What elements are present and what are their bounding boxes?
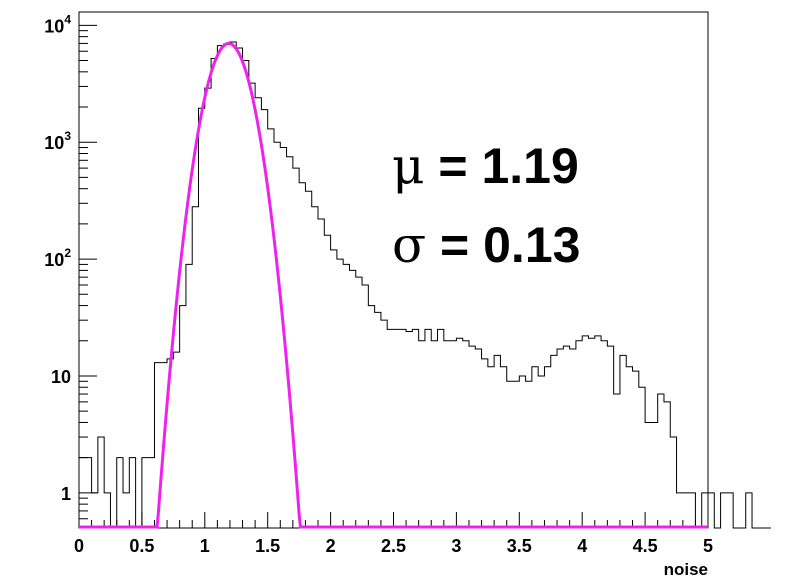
x-tick-label: 1.5: [255, 536, 280, 556]
y-tick-label: 1: [61, 484, 71, 504]
x-tick-label: 4: [577, 536, 587, 556]
y-tick-label: 10: [51, 367, 71, 387]
y-tick-exponent: 4: [64, 12, 71, 26]
y-tick-base: 10: [44, 250, 64, 270]
histogram-series: [78, 41, 771, 529]
plot-frame: [78, 11, 709, 529]
y-tick-exponent: 2: [64, 246, 71, 260]
y-tick-base: 10: [44, 133, 64, 153]
sigma-symbol: σ: [392, 216, 426, 274]
y-tick-label: 102: [44, 246, 71, 270]
x-tick-label: 0.5: [129, 536, 154, 556]
x-tick-label: 3.5: [507, 536, 532, 556]
y-tick-label: 104: [44, 12, 71, 36]
x-tick-label: 1: [200, 536, 210, 556]
x-tick-label: 5: [703, 536, 713, 556]
x-axis: 0 0.5 1 1.5 2 2.5 3 3.5 4 4.5 5: [74, 512, 713, 556]
annotation-mean: μ = 1.19: [392, 137, 579, 195]
mean-value: = 1.19: [425, 138, 579, 194]
annotation-sigma: σ = 0.13: [392, 216, 580, 274]
y-tick-base: 1: [61, 484, 71, 504]
x-axis-title: noise: [664, 560, 708, 579]
x-tick-label: 0: [74, 536, 84, 556]
y-tick-base: 10: [51, 367, 71, 387]
x-tick-label: 3: [451, 536, 461, 556]
gaussian-fit-curve: [79, 41, 708, 529]
mu-symbol: μ: [392, 137, 425, 195]
x-tick-label: 2: [326, 536, 336, 556]
sigma-value: = 0.13: [426, 217, 580, 273]
x-tick-label: 4.5: [633, 536, 658, 556]
y-tick-label: 103: [44, 129, 71, 153]
y-tick-base: 10: [44, 16, 64, 36]
y-tick-exponent: 3: [64, 129, 71, 143]
x-tick-label: 2.5: [381, 536, 406, 556]
